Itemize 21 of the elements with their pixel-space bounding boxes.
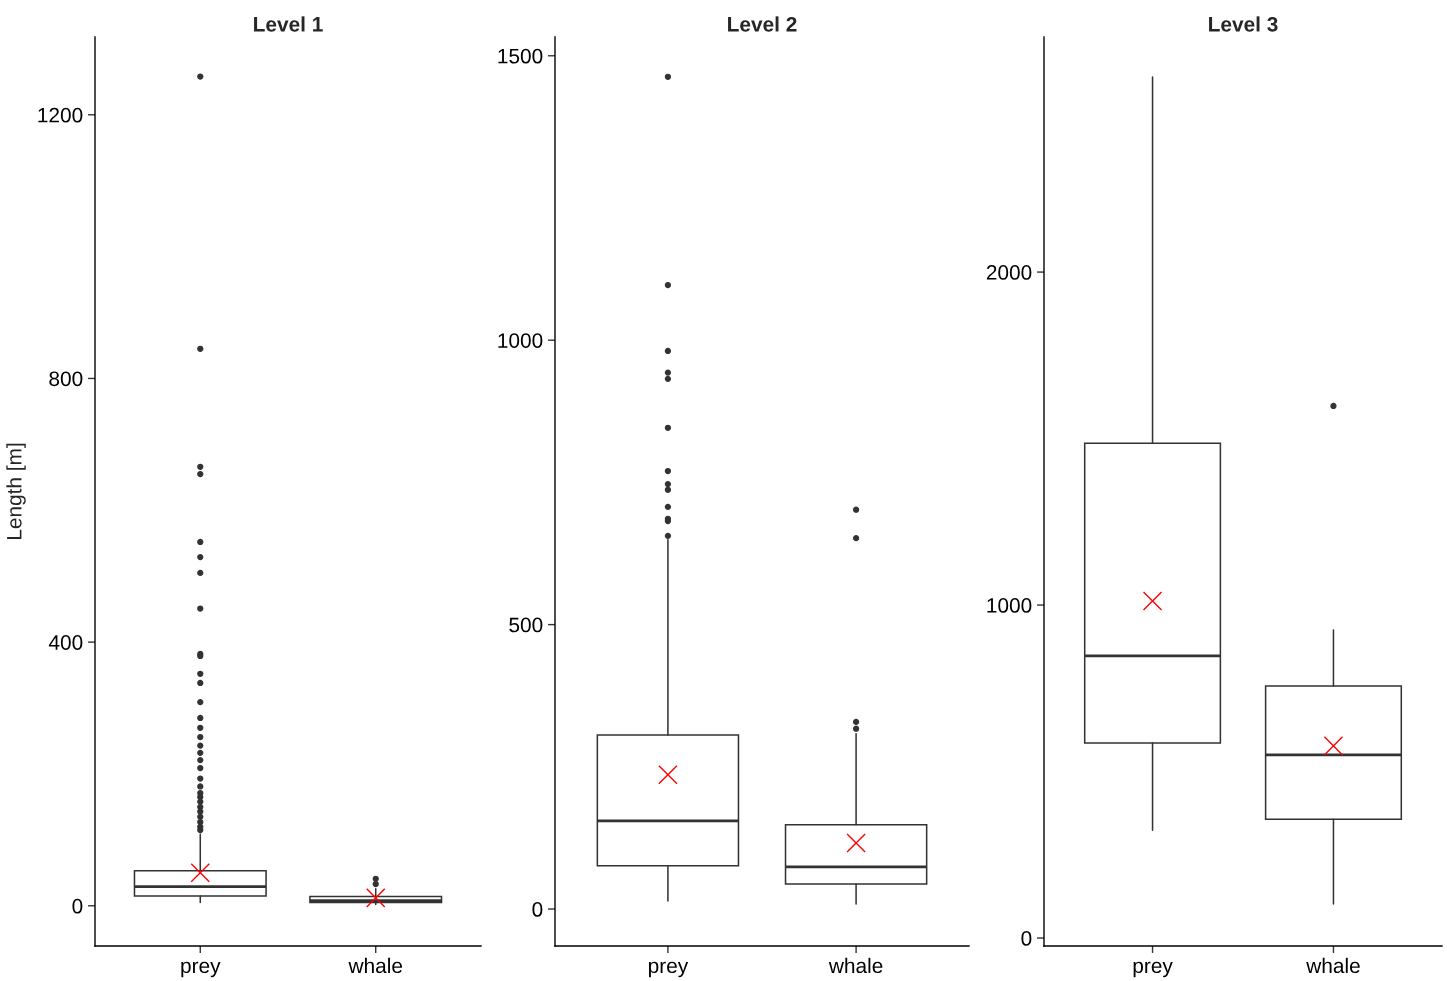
- y-tick-label: 800: [49, 371, 83, 387]
- y-tick-label: 500: [509, 617, 543, 633]
- y-tick-label: 400: [48, 635, 83, 650]
- x-tick-label: prey: [1133, 961, 1173, 978]
- x-tick-label: prey: [181, 961, 221, 978]
- y-tick-label: 0: [532, 902, 543, 917]
- y-tick-label: 2000: [986, 265, 1032, 280]
- y-tick-label: 1000: [498, 333, 543, 348]
- y-tick-label: 1000: [987, 598, 1032, 613]
- chart-title: Level 2: [728, 16, 797, 32]
- x-tick-label: whale: [348, 957, 403, 974]
- y-axis-title: Length [m]: [6, 443, 26, 540]
- x-tick-label: prey: [648, 961, 689, 978]
- chart-title: Level 3: [1209, 16, 1278, 32]
- y-tick-label: 1200: [38, 107, 83, 123]
- y-tick-label: 1500: [498, 48, 543, 64]
- y-tick-label: 0: [1021, 931, 1032, 946]
- chart-title: Level 1: [254, 16, 323, 32]
- y-tick-label: 0: [72, 898, 83, 914]
- x-tick-label: whale: [828, 957, 883, 974]
- x-tick-label: whale: [1306, 957, 1360, 974]
